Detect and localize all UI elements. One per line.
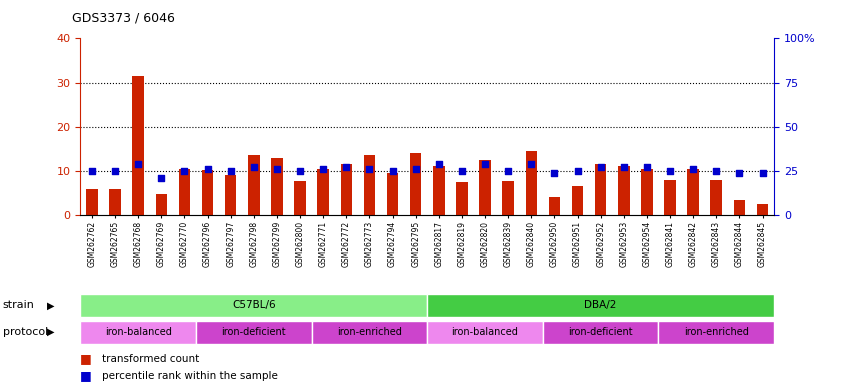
Point	[247, 164, 261, 170]
Bar	[364, 156, 376, 215]
Bar	[641, 169, 653, 215]
Bar	[248, 156, 260, 215]
Text: ▶: ▶	[47, 300, 54, 310]
Point	[432, 161, 446, 167]
Bar	[340, 164, 352, 215]
Bar	[201, 170, 213, 215]
Bar	[271, 158, 283, 215]
Point	[131, 161, 145, 167]
Text: ▶: ▶	[47, 327, 54, 337]
Bar	[294, 181, 306, 215]
Bar	[664, 180, 676, 215]
Point	[755, 170, 769, 176]
Bar	[479, 160, 491, 215]
Point	[108, 168, 122, 174]
Text: iron-balanced: iron-balanced	[105, 327, 172, 337]
Point	[478, 161, 492, 167]
Bar	[156, 194, 168, 215]
Bar	[548, 197, 560, 215]
Point	[571, 168, 585, 174]
Bar	[427, 321, 543, 344]
Point	[502, 168, 515, 174]
Bar	[86, 189, 97, 215]
Bar	[433, 167, 445, 215]
Point	[316, 166, 330, 172]
Bar	[711, 180, 722, 215]
Text: iron-deficient: iron-deficient	[222, 327, 286, 337]
Bar	[658, 321, 774, 344]
Bar	[456, 182, 468, 215]
Bar	[543, 321, 658, 344]
Point	[178, 168, 191, 174]
Point	[455, 168, 469, 174]
Bar	[427, 294, 774, 317]
Text: C57BL/6: C57BL/6	[232, 300, 276, 310]
Point	[409, 166, 422, 172]
Text: ■: ■	[80, 353, 92, 366]
Bar	[80, 321, 196, 344]
Text: ■: ■	[80, 369, 92, 382]
Bar	[132, 76, 144, 215]
Point	[85, 168, 99, 174]
Text: iron-enriched: iron-enriched	[684, 327, 749, 337]
Bar	[80, 294, 427, 317]
Point	[386, 168, 399, 174]
Bar	[317, 169, 329, 215]
Bar	[387, 173, 398, 215]
Point	[547, 170, 561, 176]
Text: iron-enriched: iron-enriched	[337, 327, 402, 337]
Text: percentile rank within the sample: percentile rank within the sample	[102, 371, 277, 381]
Text: protocol: protocol	[3, 327, 47, 337]
Point	[594, 164, 607, 170]
Text: iron-deficient: iron-deficient	[569, 327, 633, 337]
Text: GDS3373 / 6046: GDS3373 / 6046	[72, 12, 175, 25]
Bar	[311, 321, 427, 344]
Point	[663, 168, 677, 174]
Bar	[733, 200, 745, 215]
Point	[686, 166, 700, 172]
Bar	[618, 167, 629, 215]
Bar	[756, 204, 768, 215]
Point	[294, 168, 307, 174]
Bar	[109, 189, 121, 215]
Point	[155, 175, 168, 181]
Bar	[196, 321, 311, 344]
Point	[617, 164, 630, 170]
Point	[270, 166, 283, 172]
Point	[339, 164, 353, 170]
Text: transformed count: transformed count	[102, 354, 199, 364]
Point	[525, 161, 538, 167]
Text: DBA/2: DBA/2	[585, 300, 617, 310]
Text: strain: strain	[3, 300, 35, 310]
Bar	[225, 175, 237, 215]
Bar	[503, 181, 514, 215]
Point	[640, 164, 654, 170]
Point	[201, 166, 214, 172]
Point	[733, 170, 746, 176]
Text: iron-balanced: iron-balanced	[452, 327, 519, 337]
Point	[224, 168, 238, 174]
Bar	[595, 164, 607, 215]
Bar	[572, 186, 584, 215]
Bar	[687, 169, 699, 215]
Bar	[179, 169, 190, 215]
Bar	[525, 151, 537, 215]
Point	[710, 168, 723, 174]
Point	[363, 166, 376, 172]
Bar	[409, 153, 421, 215]
